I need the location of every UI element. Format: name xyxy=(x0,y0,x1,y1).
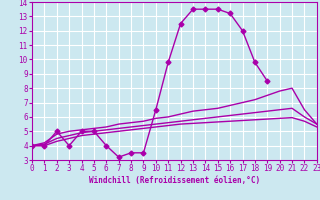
X-axis label: Windchill (Refroidissement éolien,°C): Windchill (Refroidissement éolien,°C) xyxy=(89,176,260,185)
